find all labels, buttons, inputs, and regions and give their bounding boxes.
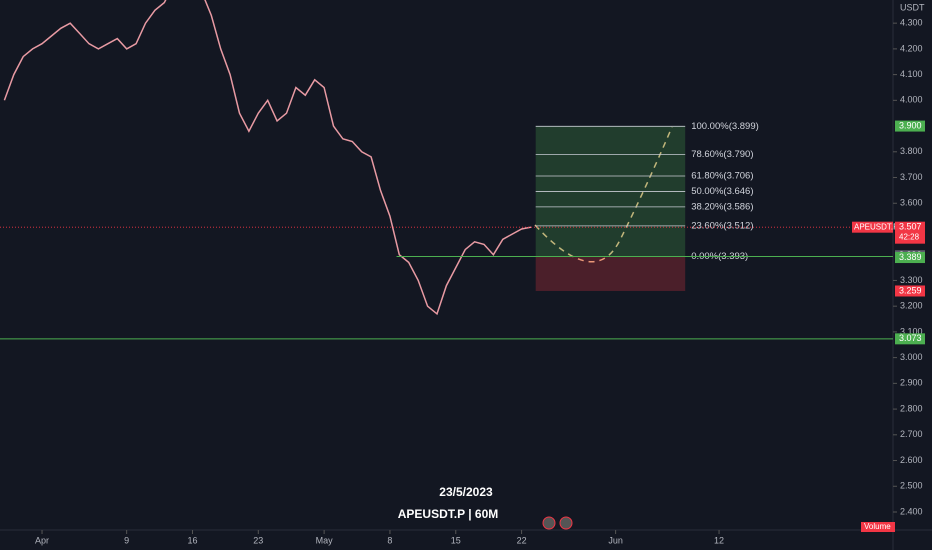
date-label: 23/5/2023 xyxy=(439,485,493,499)
x-tick-label: 12 xyxy=(714,535,724,545)
y-tick-label: 2.600 xyxy=(900,455,923,465)
price-tag xyxy=(895,252,925,264)
y-tick-label: 2.500 xyxy=(900,481,923,491)
x-tick-label: 9 xyxy=(124,535,129,545)
y-tick-label: 2.400 xyxy=(900,506,923,516)
volume-label: Volume xyxy=(864,522,891,531)
x-tick-label: Jun xyxy=(608,535,623,545)
y-tick-label: 3.700 xyxy=(900,172,923,182)
icon[interactable] xyxy=(542,516,556,530)
price-tag-label: 3.073 xyxy=(899,333,922,343)
fib-label: 23.60%(3.512) xyxy=(691,220,753,231)
stop-zone xyxy=(535,256,686,291)
icon[interactable] xyxy=(559,516,573,530)
x-tick-label: May xyxy=(316,535,334,545)
countdown-label: 42:28 xyxy=(899,232,920,241)
y-tick-label: 2.800 xyxy=(900,403,923,413)
y-tick-label: 4.100 xyxy=(900,69,923,79)
x-tick-label: 23 xyxy=(253,535,263,545)
y-tick-label: 2.900 xyxy=(900,378,923,388)
price-line xyxy=(3,0,532,316)
y-tick-label: 3.100 xyxy=(900,326,923,336)
current-price-tag xyxy=(895,221,925,244)
price-tag-label: 3.259 xyxy=(899,285,922,295)
y-tick-label: 4.300 xyxy=(900,18,923,28)
symbol-tag xyxy=(852,221,893,233)
symbol-title: APEUSDT.P | 60M xyxy=(398,507,499,521)
fib-label: 100.00%(3.899) xyxy=(691,121,759,132)
x-tick-label: 15 xyxy=(451,535,461,545)
plot-area xyxy=(3,0,532,316)
y-tick-label: 3.000 xyxy=(900,352,923,362)
price-tag-label: 3.389 xyxy=(899,252,922,262)
symbol-tag-label: APEUSDT.P xyxy=(854,222,898,231)
y-axis-label: USDT xyxy=(900,2,925,12)
x-tick-label: 16 xyxy=(187,535,197,545)
fib-label: 61.80%(3.706) xyxy=(691,170,753,181)
price-tag xyxy=(895,333,925,345)
y-tick-label: 3.600 xyxy=(900,198,923,208)
projection-curve xyxy=(534,126,673,263)
price-tag xyxy=(895,285,925,297)
fib-label: 38.20%(3.586) xyxy=(691,201,753,212)
y-tick-label: 3.300 xyxy=(900,275,923,285)
x-tick-label: 22 xyxy=(517,535,527,545)
volume-tag xyxy=(861,522,895,532)
y-tick-label: 2.700 xyxy=(900,429,923,439)
y-tick-label: 4.200 xyxy=(900,43,923,53)
fib-label: 78.60%(3.790) xyxy=(691,149,753,160)
y-tick-label: 3.800 xyxy=(900,146,923,156)
price-tag-label: 3.900 xyxy=(899,120,922,130)
current-price-label: 3.507 xyxy=(899,222,922,232)
fib-label: 50.00%(3.646) xyxy=(691,186,753,197)
y-tick-label: 4.000 xyxy=(900,95,923,105)
x-tick-label: 8 xyxy=(387,535,392,545)
y-tick-label: 3.200 xyxy=(900,301,923,311)
x-tick-label: Apr xyxy=(35,535,49,545)
price-tag xyxy=(895,120,925,132)
